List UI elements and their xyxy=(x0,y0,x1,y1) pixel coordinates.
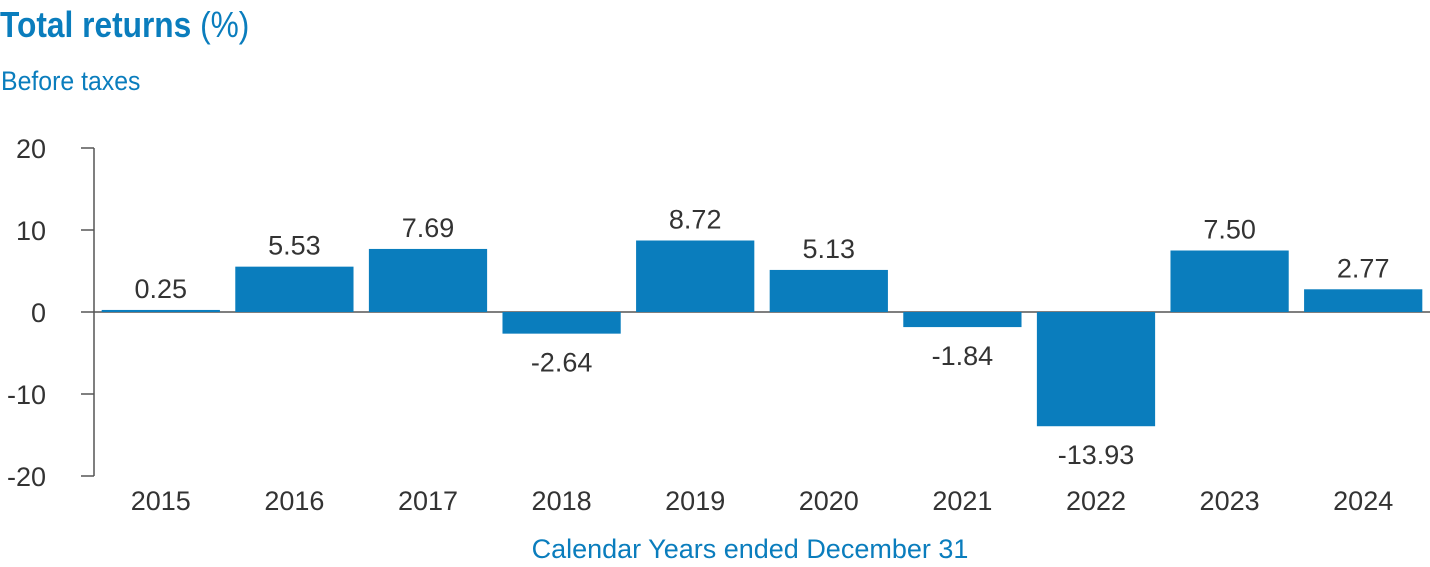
chart-title-unit: (%) xyxy=(200,4,250,45)
chart-title: Total returns (%) xyxy=(0,2,249,48)
axis-layer: 20 10 0 -10 -20 xyxy=(7,134,1430,492)
x-tick-label: 2023 xyxy=(1200,486,1260,516)
bar-2022 xyxy=(1036,312,1156,427)
value-label: 7.50 xyxy=(1203,215,1256,245)
bar-2019 xyxy=(636,240,755,312)
x-tick-label: 2018 xyxy=(532,486,592,516)
x-tick-label: 2017 xyxy=(398,486,458,516)
y-tick-label: 10 xyxy=(16,216,46,246)
x-tick-label: 2024 xyxy=(1333,486,1393,516)
bar-layer xyxy=(101,240,1423,427)
value-label: -2.64 xyxy=(531,348,593,378)
y-tick-label: 0 xyxy=(31,298,46,328)
x-tick-label: 2019 xyxy=(665,486,725,516)
x-tick-label: 2022 xyxy=(1066,486,1126,516)
value-label: -13.93 xyxy=(1058,440,1135,470)
bar-2021 xyxy=(903,312,1022,328)
x-axis-title: Calendar Years ended December 31 xyxy=(532,534,969,564)
value-label: 7.69 xyxy=(402,213,455,243)
chart-subtitle: Before taxes xyxy=(1,66,141,96)
bar-2016 xyxy=(235,266,354,312)
bar-2018 xyxy=(502,312,621,334)
value-label: 2.77 xyxy=(1337,253,1390,283)
bar-2024 xyxy=(1304,289,1423,312)
x-tick-label: 2020 xyxy=(799,486,859,516)
bar-2015 xyxy=(101,309,220,312)
value-label: 8.72 xyxy=(669,204,722,234)
x-tick-label: 2016 xyxy=(264,486,324,516)
value-label: 5.53 xyxy=(268,231,321,261)
x-tick-label: 2021 xyxy=(932,486,992,516)
bar-2020 xyxy=(769,269,888,312)
bar-2017 xyxy=(368,248,488,312)
y-tick-label: -20 xyxy=(7,462,46,492)
y-tick-label: 20 xyxy=(16,134,46,164)
y-tick-label: -10 xyxy=(7,380,46,410)
label-layer: 0.25 2015 5.53 2016 7.69 2017 -2.64 2018 8.72 201… xyxy=(131,204,1393,516)
value-label: 5.13 xyxy=(803,234,856,264)
x-tick-label: 2015 xyxy=(131,486,191,516)
chart-title-text: Total returns xyxy=(0,4,192,45)
value-label: 0.25 xyxy=(135,274,188,304)
bar-2023 xyxy=(1170,250,1289,312)
value-label: -1.84 xyxy=(932,341,994,371)
